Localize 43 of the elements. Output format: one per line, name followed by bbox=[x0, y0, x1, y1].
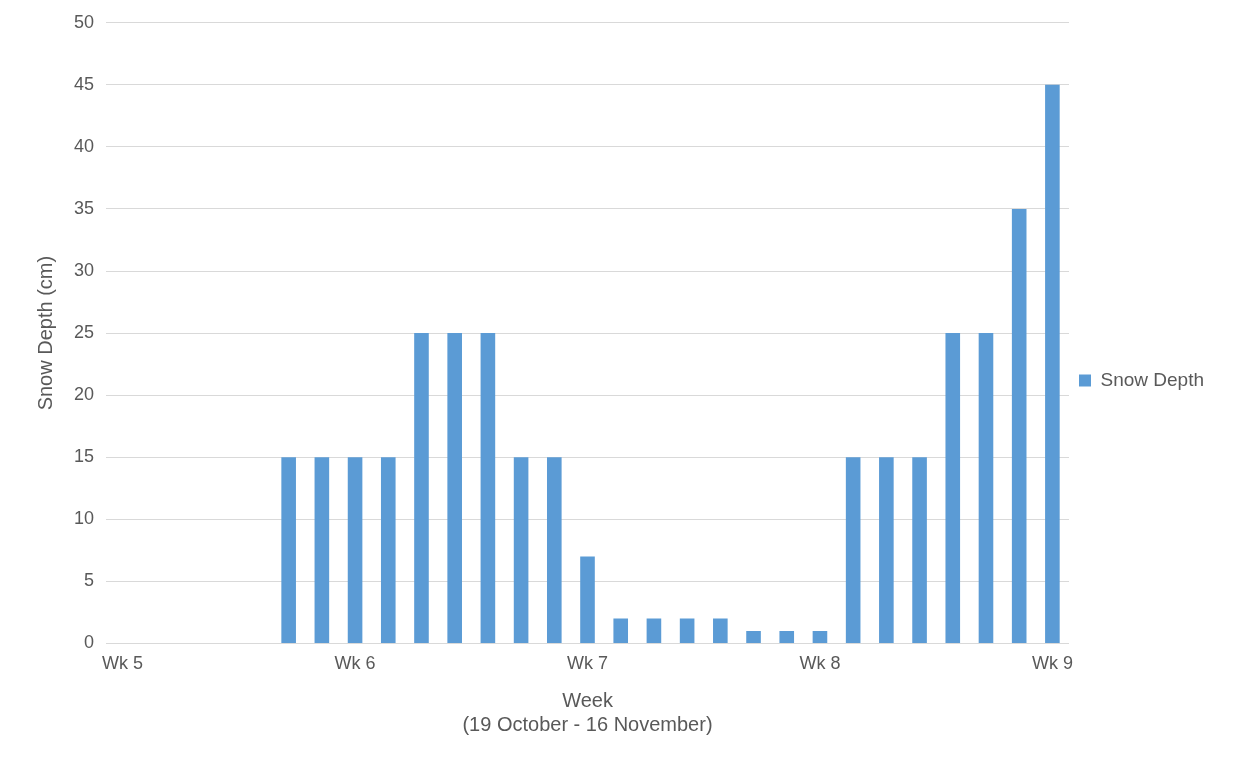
y-tick-label: 45 bbox=[73, 73, 95, 94]
bar bbox=[978, 333, 994, 643]
bar bbox=[746, 630, 761, 643]
x-axis-title: Week (19 October - 16 November) bbox=[462, 688, 713, 735]
x-tick-label: Wk 5 bbox=[102, 653, 144, 674]
bar bbox=[1011, 208, 1027, 643]
bar bbox=[879, 457, 894, 643]
bar bbox=[812, 630, 828, 643]
bar bbox=[281, 457, 296, 643]
y-tick-label: 15 bbox=[73, 446, 95, 467]
bar bbox=[912, 457, 927, 643]
y-tick-label: 30 bbox=[73, 260, 95, 281]
bar bbox=[480, 333, 496, 643]
y-tick-label: 35 bbox=[73, 197, 95, 218]
bar bbox=[646, 618, 662, 643]
bar bbox=[1045, 84, 1060, 643]
bar bbox=[945, 333, 961, 643]
bar bbox=[380, 457, 396, 643]
bar bbox=[513, 457, 529, 643]
y-tick-label: 25 bbox=[73, 322, 95, 343]
bar bbox=[580, 556, 595, 643]
bar bbox=[447, 333, 462, 643]
y-tick-label: 10 bbox=[73, 508, 95, 529]
bar bbox=[347, 457, 363, 643]
y-tick-label: 0 bbox=[84, 632, 95, 653]
x-tick-label: Wk 8 bbox=[799, 653, 841, 674]
bar bbox=[779, 630, 795, 643]
bar bbox=[547, 457, 562, 643]
bar bbox=[713, 618, 728, 643]
y-axis-title: Snow Depth (cm) bbox=[33, 255, 56, 411]
x-tick-label: Wk 7 bbox=[567, 653, 609, 674]
bar bbox=[679, 618, 695, 643]
bar bbox=[613, 618, 629, 643]
x-tick-label: Wk 9 bbox=[1031, 653, 1073, 674]
y-tick-label: 50 bbox=[73, 11, 95, 32]
x-tick-label: Wk 6 bbox=[334, 653, 376, 674]
y-tick-label: 20 bbox=[73, 384, 95, 405]
y-tick-label: 5 bbox=[84, 570, 95, 591]
bar bbox=[414, 333, 429, 643]
bar bbox=[845, 457, 861, 643]
legend-label: Snow Depth bbox=[1100, 368, 1205, 390]
bar bbox=[314, 457, 330, 643]
y-tick-label: 40 bbox=[73, 135, 95, 156]
